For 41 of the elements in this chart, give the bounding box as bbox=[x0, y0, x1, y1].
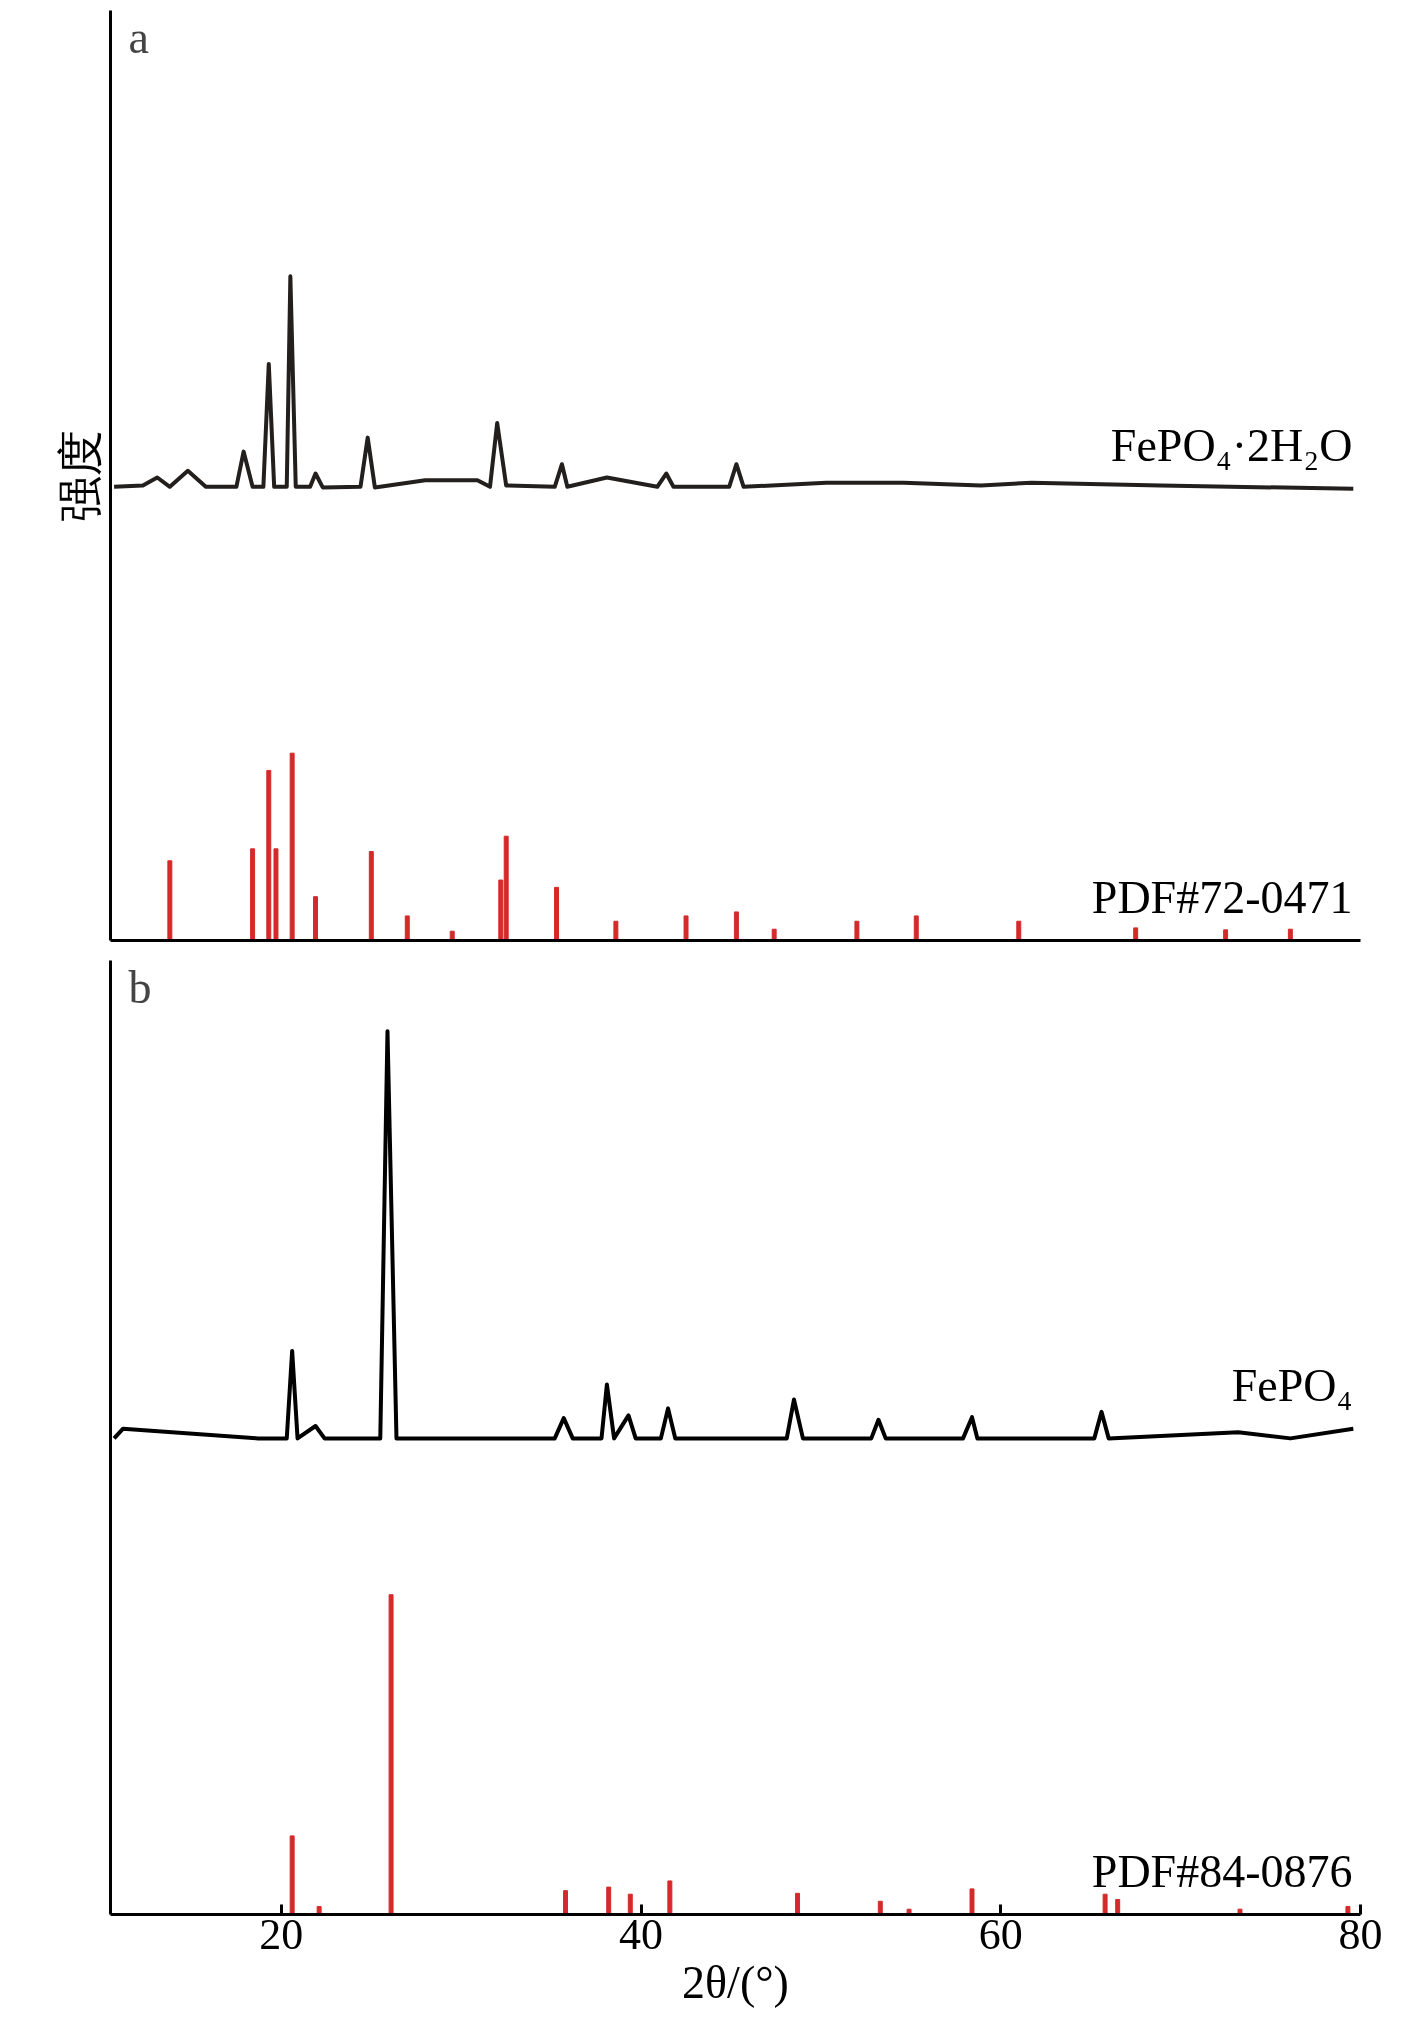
bar bbox=[554, 886, 560, 941]
bar bbox=[289, 752, 295, 941]
x-tick-label: 60 bbox=[978, 1909, 1023, 1959]
bar bbox=[969, 1888, 975, 1915]
series-label: FePO₄ bbox=[1231, 1359, 1353, 1411]
bar bbox=[167, 860, 173, 941]
bar bbox=[606, 1886, 612, 1915]
bar bbox=[795, 1892, 801, 1915]
series-label: PDF#84-0876 bbox=[1091, 1845, 1353, 1897]
x-axis-title: 2θ/(°) bbox=[682, 1956, 789, 2008]
bar bbox=[250, 848, 256, 941]
bar bbox=[877, 1900, 883, 1915]
bar bbox=[563, 1890, 569, 1915]
bar bbox=[1102, 1893, 1108, 1915]
bar bbox=[913, 915, 919, 941]
x-tick-label: 40 bbox=[619, 1909, 664, 1959]
bar bbox=[289, 1835, 295, 1915]
bar bbox=[388, 1594, 394, 1915]
bar bbox=[613, 920, 619, 941]
bar bbox=[1345, 1906, 1351, 1915]
bar bbox=[273, 848, 279, 941]
bar bbox=[683, 915, 689, 941]
bar bbox=[854, 920, 860, 941]
bar bbox=[1115, 1898, 1121, 1915]
bar bbox=[627, 1893, 633, 1915]
chart-title: b bbox=[128, 961, 152, 1013]
bar bbox=[1133, 927, 1139, 941]
bar bbox=[1016, 920, 1022, 941]
series-label: PDF#72-0471 bbox=[1091, 871, 1353, 923]
x-tick-label: 80 bbox=[1338, 1909, 1383, 1959]
bar bbox=[667, 1880, 673, 1915]
bar bbox=[1223, 929, 1229, 941]
bar bbox=[368, 850, 374, 941]
chart-title: a bbox=[128, 11, 149, 63]
bar bbox=[266, 769, 272, 941]
y-axis-title: 强度 bbox=[54, 429, 106, 522]
series-label: FePO₄·2H₂O bbox=[1110, 419, 1353, 471]
bar bbox=[404, 915, 410, 941]
bar bbox=[733, 911, 739, 941]
x-tick-label: 20 bbox=[259, 1909, 304, 1959]
bar bbox=[313, 896, 319, 941]
